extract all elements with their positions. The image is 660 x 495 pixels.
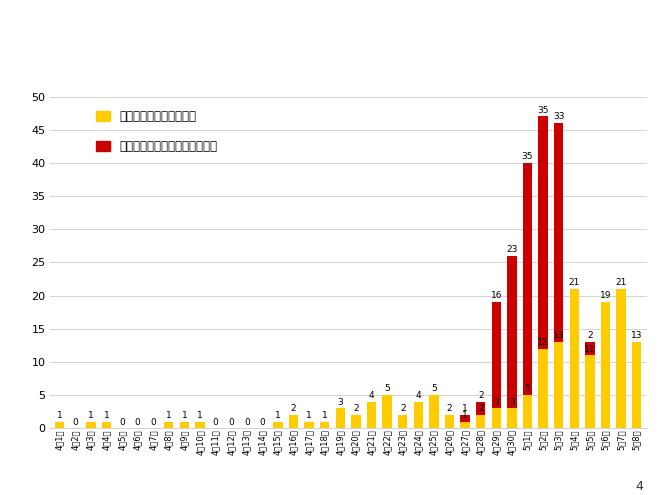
Bar [570,289,579,428]
Text: 0: 0 [73,417,78,427]
Text: 2: 2 [478,404,484,413]
Text: 2: 2 [478,391,484,400]
Bar [585,355,595,428]
Text: 2: 2 [291,404,296,413]
Text: 1: 1 [462,411,468,420]
Bar [351,415,360,428]
Bar [445,415,454,428]
Bar [180,422,189,428]
Bar [102,422,111,428]
Bar [476,415,485,428]
Bar [508,256,517,408]
Bar [539,116,548,348]
Text: 1: 1 [322,411,327,420]
Bar [336,408,345,428]
Text: 4: 4 [636,480,643,493]
Bar [273,422,282,428]
Text: 5: 5 [525,384,531,394]
Text: 1: 1 [306,411,312,420]
Text: 2: 2 [400,404,405,413]
Text: 4: 4 [416,391,421,400]
Text: 5: 5 [384,384,390,394]
Bar [492,408,501,428]
Bar [55,422,64,428]
Bar [492,302,501,408]
Text: 1: 1 [197,411,203,420]
Text: 13: 13 [631,331,642,340]
Bar [539,348,548,428]
Bar [461,422,470,428]
Bar [585,342,595,355]
Bar [320,422,329,428]
Bar [195,422,205,428]
Text: 13: 13 [553,331,564,340]
Text: 0: 0 [135,417,141,427]
Text: 0: 0 [259,417,265,427]
Bar [382,395,392,428]
Text: （宮崎・東諸県圏域）: （宮崎・東諸県圏域） [278,58,382,77]
Text: 12: 12 [537,338,548,347]
Text: 16: 16 [490,292,502,300]
Bar [554,123,564,342]
Text: 11: 11 [584,345,595,353]
Text: 33: 33 [553,112,564,121]
Bar [554,342,564,428]
Text: 2: 2 [587,331,593,340]
Bar [523,395,532,428]
Bar [476,401,485,415]
Text: 21: 21 [615,278,627,287]
Text: 35: 35 [522,152,533,161]
Bar [632,342,642,428]
Bar [523,163,532,395]
Text: 1: 1 [462,404,468,413]
Bar [429,395,439,428]
Bar [164,422,174,428]
Text: 0: 0 [150,417,156,427]
Text: 21: 21 [569,278,580,287]
Text: 35: 35 [537,106,549,115]
Text: 2: 2 [353,404,359,413]
Bar [508,408,517,428]
Text: 0: 0 [228,417,234,427]
Text: 0: 0 [119,417,125,427]
Bar [398,415,407,428]
Text: 23: 23 [506,245,517,254]
Text: 5: 5 [431,384,437,394]
Legend: 行政検査での陽性判明分, 医療機関の検査での陽性判明分: 行政検査での陽性判明分, 医療機関の検査での陽性判明分 [91,106,222,158]
Text: 3: 3 [509,397,515,406]
Bar [461,415,470,422]
Bar [601,302,610,428]
Text: 1: 1 [275,411,281,420]
Text: 0: 0 [244,417,249,427]
Text: 3: 3 [337,397,343,406]
Text: 0: 0 [213,417,218,427]
Text: 3: 3 [494,397,499,406]
Bar [289,415,298,428]
Bar [414,401,423,428]
Bar [304,422,314,428]
Bar [367,401,376,428]
Text: 1: 1 [182,411,187,420]
Text: 1: 1 [88,411,94,420]
Text: 4: 4 [369,391,374,400]
Text: 1: 1 [104,411,110,420]
Text: 19: 19 [600,292,611,300]
Bar [616,289,626,428]
Text: 2: 2 [447,404,452,413]
Bar [86,422,96,428]
Text: 行政検査での陽性数と医療機関の検査での陽性数: 行政検査での陽性数と医療機関の検査での陽性数 [216,19,444,37]
Text: 1: 1 [57,411,63,420]
Text: 1: 1 [166,411,172,420]
